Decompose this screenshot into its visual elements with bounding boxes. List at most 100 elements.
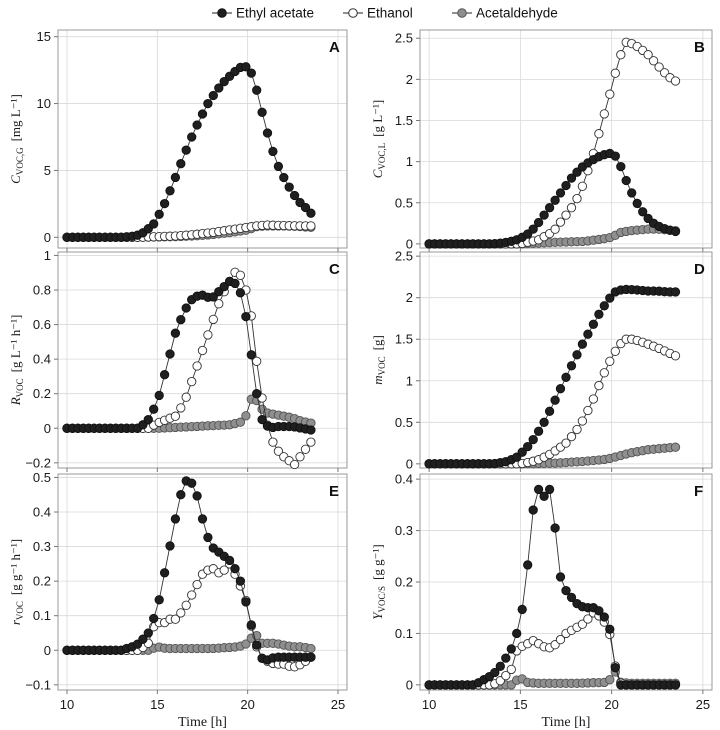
y-tick-label: 0.5 [395,195,413,210]
data-point-ethanol [192,579,202,590]
data-point-ethanol [235,270,246,280]
data-point-ethanol [670,351,681,361]
data-point-ethanol [197,345,208,356]
data-point-ethyl-acetate [550,523,560,533]
y-tick-label: 0 [406,456,413,471]
data-point-ethyl-acetate [154,390,164,401]
data-point-ethyl-acetate [224,555,235,566]
data-point-ethyl-acetate [605,624,615,634]
y-axis-unit: [g L⁻¹] [370,100,385,137]
x-tick-label: 20 [604,697,618,712]
data-point-ethanol [203,330,213,340]
data-point-ethyl-acetate [214,83,224,93]
data-point-ethyl-acetate [246,620,256,630]
series-ethanol [424,37,681,249]
plot-frame [419,251,713,469]
y-tick-label: 0.6 [33,317,51,332]
data-point-ethanol [594,380,604,391]
data-point-ethyl-acetate [605,293,615,303]
data-point-ethanol [566,431,577,442]
data-point-ethyl-acetate [599,612,609,622]
data-point-acetaldehyde [241,639,251,649]
data-point-ethanol [273,446,284,456]
data-point-ethyl-acetate [143,414,153,425]
data-point-ethyl-acetate [544,484,555,495]
data-point-ethanol [300,444,311,454]
data-point-ethyl-acetate [252,389,262,399]
y-axis-label: rVOC [g g⁻¹ h⁻¹] [8,539,25,625]
legend-label: Acetaldehyde [476,6,558,21]
data-point-ethanol [187,590,197,600]
y-tick-label: 2 [406,72,413,87]
data-point-ethyl-acetate [187,478,197,488]
data-point-ethanol [643,50,653,60]
data-point-ethanol [572,193,582,204]
data-point-ethyl-acetate [197,109,208,119]
data-point-acetaldehyde [670,442,681,452]
y-tick-label: 1.5 [395,332,413,347]
data-point-ethyl-acetate [616,161,626,172]
data-point-ethyl-acetate [517,447,527,457]
data-point-ethyl-acetate [170,172,181,183]
data-point-acetaldehyde [306,643,316,654]
data-point-ethyl-acetate [555,572,566,582]
data-point-ethanol [208,314,218,325]
data-point-ethyl-acetate [203,98,213,109]
data-point-ethanol [616,50,626,60]
data-point-ethyl-acetate [566,173,577,183]
series-ethyl-acetate [424,284,681,469]
data-point-ethyl-acetate [159,568,170,578]
panel-letter: F [694,483,703,500]
y-axis-symbol: m [370,375,385,384]
data-point-ethyl-acetate [632,198,642,209]
data-point-ethanol [583,405,593,416]
data-point-ethyl-acetate [621,175,631,186]
data-point-ethanol [610,346,620,356]
panel-letter: C [329,261,340,278]
data-point-ethyl-acetate [555,188,566,198]
legend-marker [217,8,227,18]
data-point-ethanol [289,459,300,470]
y-axis-symbol: C [370,169,385,178]
data-point-ethyl-acetate [517,604,527,615]
y-axis-unit: [mg L⁻¹] [8,94,23,141]
data-point-ethyl-acetate [176,315,186,325]
data-point-ethanol [550,224,560,234]
data-point-ethyl-acetate [539,417,549,427]
data-point-ethyl-acetate [501,653,511,663]
y-tick-label: 15 [37,29,51,44]
data-point-ethanol [176,608,186,618]
data-point-ethyl-acetate [230,564,240,574]
series-line-ethyl-acetate [67,480,311,661]
y-tick-label: 0.2 [33,386,51,401]
y-tick-label: 10 [37,96,51,111]
data-point-ethyl-acetate [279,172,289,183]
y-axis-label: mVOC [g] [370,335,387,385]
series-line-ethyl-acetate [67,280,311,431]
legend-marker [348,8,358,18]
data-point-ethyl-acetate [154,595,164,605]
data-point-ethyl-acetate [262,128,273,138]
data-point-ethyl-acetate [192,120,202,130]
data-point-ethyl-acetate [284,182,294,192]
y-tick-label: 0 [44,643,51,658]
data-point-ethanol [648,56,659,66]
series-ethyl-acetate [62,62,316,242]
y-tick-label: 0.4 [395,472,413,487]
panel-c: −0.2 0 0.2 0.4 0.6 0.8 1 C RVOC [g L⁻¹ h⁻¹] [8,248,348,472]
data-point-ethanol [181,600,191,610]
data-point-ethyl-acetate [561,372,571,382]
data-point-ethyl-acetate [670,680,681,690]
y-axis-subscript: VOC,G [15,147,25,175]
data-point-ethyl-acetate [230,278,240,289]
data-point-ethanol [555,217,566,227]
data-point-ethyl-acetate [599,301,609,311]
y-tick-label: 0 [44,421,51,436]
data-point-ethyl-acetate [257,414,267,425]
y-axis-label: CVOC,G [mg L⁻¹] [8,94,25,184]
data-point-ethanol [594,129,604,139]
data-point-ethanol [566,203,577,213]
plot-frame [57,251,348,469]
data-point-ethanol [610,68,620,78]
